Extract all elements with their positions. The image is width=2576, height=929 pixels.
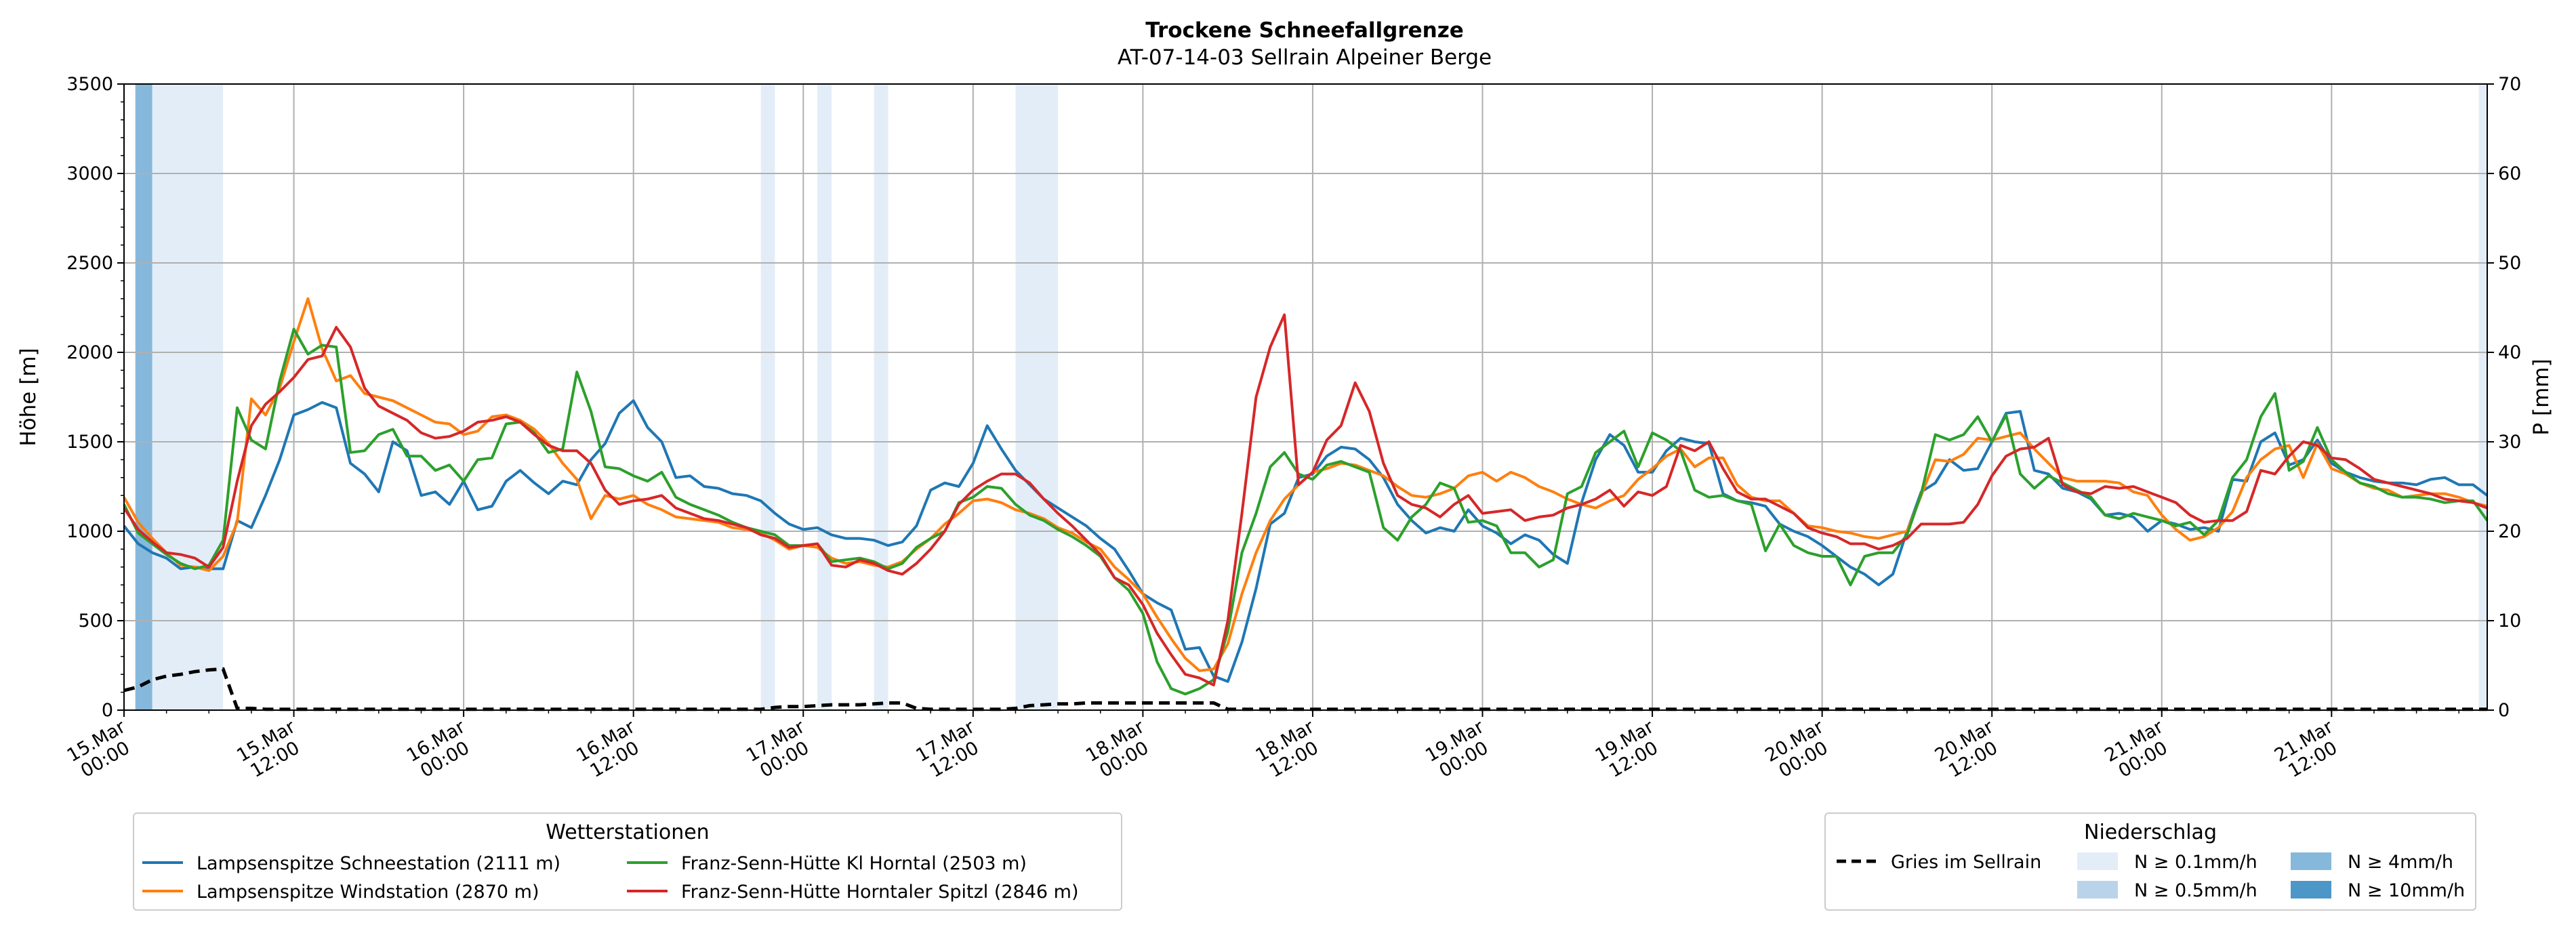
legend-station-label-0: Lampsenspitze Schneestation (2111 m) [197, 853, 560, 874]
legend-precip-label-1: N ≥ 4mm/h [2348, 852, 2453, 873]
y-tick-label-7: 3500 [66, 74, 113, 95]
y2-tick-label-5: 50 [2498, 253, 2521, 274]
y-tick-label-5: 2500 [66, 253, 113, 274]
y2-tick-label-4: 40 [2498, 342, 2521, 363]
y-tick-label-1: 500 [78, 611, 113, 632]
legend-precip-box-0 [2077, 852, 2118, 870]
y2-tick-label-3: 30 [2498, 432, 2521, 453]
precip-band-4 [874, 84, 888, 710]
precip-line-gries [123, 667, 2487, 711]
y2-tick-label-2: 20 [2498, 521, 2521, 542]
precip-band-0 [135, 84, 152, 710]
y2-tick-label-7: 70 [2498, 74, 2521, 95]
series-line-3 [123, 313, 2488, 686]
legend-precip-box-3 [2291, 881, 2331, 899]
legend-precip-box-2 [2077, 881, 2118, 899]
legend-precip-label-3: N ≥ 10mm/h [2348, 880, 2465, 901]
y-tick-label-3: 1500 [66, 432, 113, 453]
legend-precip-line-label: Gries im Sellrain [1891, 852, 2041, 873]
series-lines [123, 297, 2489, 696]
y2-tick-label-6: 60 [2498, 163, 2521, 184]
precip-band-1 [152, 84, 224, 710]
legend-station-label-3: Franz-Senn-Hütte Horntaler Spitzl (2846 … [681, 882, 1079, 903]
legend-station-label-2: Franz-Senn-Hütte Kl Horntal (2503 m) [681, 853, 1027, 874]
y2-tick-label-1: 10 [2498, 611, 2521, 632]
chart-subtitle: AT-07-14-03 Sellrain Alpeiner Berge [1118, 45, 1492, 70]
chart-title: Trockene Schneefallgrenze [1145, 18, 1464, 43]
legend-precip-label-0: N ≥ 0.1mm/h [2134, 852, 2257, 873]
precipitation-bands [135, 84, 2487, 710]
y2-axis-ticks: 0 10 20 30 40 50 60 70 [2487, 74, 2521, 721]
y-tick-label-0: 0 [102, 700, 113, 721]
precipitation-line [123, 667, 2487, 711]
precip-band-5 [1015, 84, 1059, 710]
y-tick-label-6: 3000 [66, 163, 113, 184]
y-axis-ticks: 0 500 1000 1500 2000 2500 3000 3500 [66, 74, 124, 721]
legend-precip-box-1 [2291, 852, 2331, 870]
precip-band-2 [760, 84, 775, 710]
legend-station-label-1: Lampsenspitze Windstation (2870 m) [197, 882, 539, 903]
legend-precip: Niederschlag Gries im Sellrain N ≥ 0.1mm… [1824, 812, 2476, 911]
legend-precip-label-2: N ≥ 0.5mm/h [2134, 880, 2257, 901]
legend-stations: Wetterstationen Lampsenspitze Schneestat… [133, 812, 1122, 911]
precip-band-6 [2478, 84, 2487, 710]
y2-axis-label: P [mm] [2529, 358, 2554, 435]
legend-stations-title: Wetterstationen [546, 821, 709, 844]
y-tick-label-4: 2000 [66, 342, 113, 363]
y2-tick-label-0: 0 [2498, 700, 2510, 721]
y-tick-label-2: 1000 [66, 521, 113, 542]
precip-band-3 [817, 84, 832, 710]
plot-frame [123, 83, 2488, 711]
y-axis-label: Höhe [m] [16, 348, 41, 446]
legend-precip-title: Niederschlag [2084, 821, 2217, 844]
